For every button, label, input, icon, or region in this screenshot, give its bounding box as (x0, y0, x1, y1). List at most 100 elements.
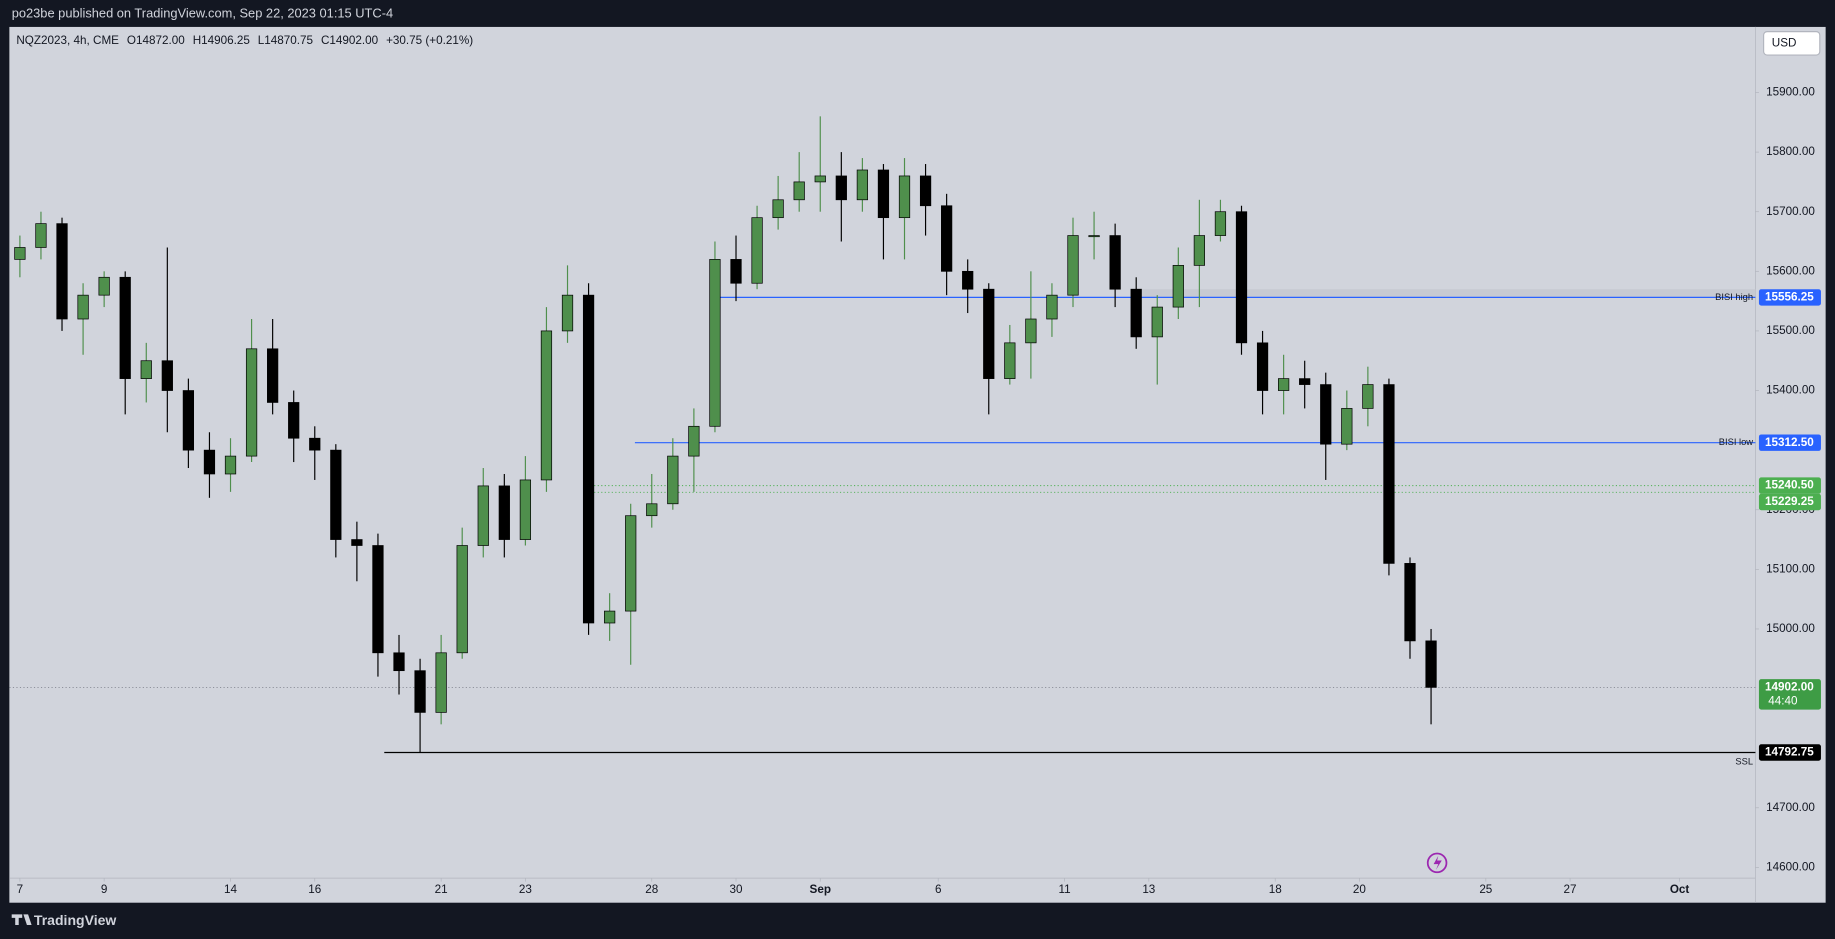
x-tick-label: 30 (730, 883, 743, 896)
price-badge (1758, 289, 1821, 306)
y-tick-label: 15100.00 (1766, 562, 1815, 575)
x-tick-label: 14 (224, 883, 237, 896)
candle-body (793, 181, 805, 201)
symbol: NQZ2023, 4h, CME (16, 34, 119, 47)
candle-body (393, 652, 405, 672)
candle-body (561, 294, 574, 332)
alert-bolt (1433, 855, 1442, 870)
y-tick-label: 14700.00 (1766, 801, 1815, 814)
brand-logo (11, 914, 32, 925)
candle-body (1299, 378, 1311, 385)
legend-close: C14902.00 (321, 34, 379, 47)
symbol-legend: NQZ2023, 4h, CME O14872.00 H14906.25 L14… (16, 34, 473, 47)
candle-body (267, 348, 279, 403)
candle-body (288, 402, 300, 439)
legend-high: H14906.25 (193, 34, 251, 47)
x-tick-label: 7 (17, 883, 24, 896)
candle-body (435, 652, 447, 713)
candle-body (962, 270, 974, 290)
currency[interactable]: USD (1772, 36, 1797, 49)
zone (1136, 289, 1756, 298)
candle-body (14, 247, 26, 260)
candle-body (1088, 235, 1100, 238)
x-tick-label: 23 (519, 883, 532, 896)
candle-body (751, 217, 763, 284)
price-badge (1758, 744, 1821, 761)
y-tick-label: 15900.00 (1766, 86, 1815, 99)
candle-body (77, 294, 89, 320)
price-badge-label: 15240.50 (1765, 479, 1814, 492)
y-tick-label: 15000.00 (1766, 622, 1815, 635)
candle-body (1193, 235, 1205, 266)
x-tick-label: 27 (1564, 883, 1577, 896)
candle-body (1278, 378, 1290, 391)
candle-body (983, 288, 995, 379)
legend-open: O14872.00 (127, 34, 185, 47)
candle-body (203, 449, 216, 475)
candle-body (688, 425, 700, 457)
candle-body (1362, 384, 1374, 409)
candle-body (1425, 640, 1437, 688)
candle-body (119, 276, 131, 379)
candle-body (941, 205, 953, 272)
candle-body (730, 259, 742, 284)
candle-body (1383, 384, 1395, 564)
price-badge-label: 15312.50 (1765, 436, 1814, 449)
candle-body (140, 360, 152, 379)
candle-body (1004, 342, 1016, 379)
candle-body (1235, 211, 1248, 344)
candle-body (1341, 408, 1353, 445)
candle-body (1025, 318, 1037, 344)
x-tick-label: Oct (1670, 883, 1690, 896)
candle-body (1172, 265, 1184, 308)
x-tick-label: 13 (1142, 883, 1155, 896)
candle-body (604, 610, 616, 624)
y-tick-label: 15600.00 (1766, 264, 1815, 277)
candle-body (224, 455, 237, 475)
publisher: po23be published on TradingView.com, Sep… (12, 5, 393, 20)
candle-body (667, 455, 679, 505)
y-tick-label: 15400.00 (1766, 384, 1815, 397)
y-tick-label: 15700.00 (1766, 205, 1815, 218)
x-tick-label: 18 (1269, 883, 1282, 896)
candle-body (456, 545, 468, 654)
candle-body (814, 175, 826, 183)
candle-body (1130, 288, 1142, 338)
x-tick-label: 9 (101, 883, 108, 896)
alert-icon[interactable] (1426, 852, 1448, 874)
candle-body (898, 175, 911, 219)
price-badge (1758, 477, 1821, 494)
x-tick-label: 25 (1479, 883, 1492, 896)
candle-body (1109, 235, 1121, 290)
y-tick-label: 15500.00 (1766, 324, 1815, 337)
legend-low: L14870.75 (258, 34, 314, 47)
currency-button[interactable] (1763, 31, 1821, 56)
candle-body (646, 503, 658, 517)
price-badge (1758, 434, 1821, 451)
candle-body (56, 223, 68, 320)
countdown: 44:40 (1768, 695, 1798, 708)
last-price-badge (1758, 679, 1821, 710)
price-badge (1758, 493, 1821, 511)
price-badge-label: 15556.25 (1765, 290, 1814, 303)
level-name: SSL (1735, 756, 1753, 766)
candle-body (625, 515, 637, 612)
y-tick-label: 14600.00 (1766, 860, 1815, 873)
candle-body (309, 437, 321, 451)
candle-body (98, 276, 110, 296)
candle-body (161, 360, 173, 391)
price-badge-label: 15229.25 (1765, 495, 1814, 508)
candle-body (582, 294, 595, 624)
candle-body (372, 545, 384, 654)
x-tick-label: 20 (1353, 883, 1366, 896)
candle-body (1046, 294, 1058, 320)
x-tick-label: 16 (308, 883, 321, 896)
candle-body (877, 169, 890, 219)
candle-body (519, 479, 532, 540)
chart-pane (9, 26, 1826, 903)
last-price-label: 14902.00 (1765, 680, 1814, 693)
candle-body (1256, 342, 1269, 391)
candle-body (245, 348, 258, 457)
candle-body (35, 223, 47, 248)
